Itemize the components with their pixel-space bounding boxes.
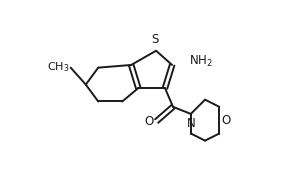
Text: CH$_3$: CH$_3$ bbox=[47, 60, 69, 74]
Text: NH$_2$: NH$_2$ bbox=[189, 54, 213, 69]
Text: S: S bbox=[151, 33, 159, 46]
Text: O: O bbox=[221, 114, 230, 127]
Text: O: O bbox=[145, 114, 154, 128]
Text: N: N bbox=[187, 117, 196, 130]
